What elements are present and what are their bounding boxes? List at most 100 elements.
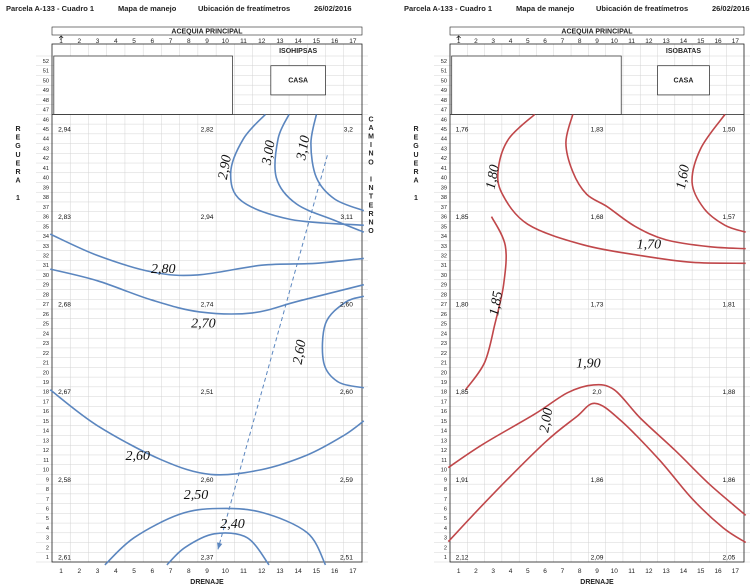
column-number: 10	[611, 38, 619, 45]
row-number: 12	[441, 448, 447, 454]
row-number: 3	[46, 536, 49, 542]
column-number: 9	[595, 568, 599, 575]
column-number: 3	[96, 38, 100, 45]
column-number: 7	[561, 38, 565, 45]
side-letter: I	[370, 176, 372, 183]
row-number: 27	[441, 302, 447, 308]
contour-label: 2,50	[184, 488, 209, 503]
map-frame	[449, 43, 745, 563]
north-arrow-icon	[58, 35, 64, 40]
column-number: 5	[132, 568, 136, 575]
row-number: 15	[43, 419, 49, 425]
freatimeter-value: 2,61	[58, 555, 71, 562]
row-number: 1	[444, 555, 447, 561]
column-number: 1	[59, 568, 63, 575]
row-number: 36	[441, 215, 447, 221]
column-number: 17	[732, 568, 740, 575]
contour-line	[274, 114, 365, 233]
column-number: 6	[150, 568, 154, 575]
column-number: 7	[561, 568, 565, 575]
row-number: 38	[43, 195, 49, 201]
row-number: 24	[43, 331, 49, 337]
row-number: 14	[441, 429, 447, 435]
column-number: 15	[697, 38, 705, 45]
side-letter: A	[368, 125, 373, 132]
blank-area	[53, 55, 233, 115]
house-label: CASA	[288, 77, 308, 84]
side-letter: I	[370, 142, 372, 149]
freatimeter-values: 2,94 2,82 3,2 2,83 2,94 3,11 2,68 2,74 2,60 2,67 2…	[58, 126, 353, 561]
freatimeter-value: 2,51	[340, 555, 353, 562]
freatimeter-value: 2,82	[201, 126, 214, 133]
row-number: 10	[43, 468, 49, 474]
row-number: 47	[43, 108, 49, 114]
column-number: 9	[595, 38, 599, 45]
side-letter: E	[16, 160, 21, 167]
row-number: 25	[43, 322, 49, 328]
row-number: 18	[441, 390, 447, 396]
row-number: 31	[43, 263, 49, 269]
side-letter: R	[15, 169, 20, 176]
row-number: 41	[441, 166, 447, 172]
freatimeter-value: 2,58	[58, 477, 71, 484]
column-number: 10	[222, 568, 230, 575]
side-letter: M	[368, 133, 374, 140]
row-number: 40	[43, 176, 49, 182]
side-letter: E	[414, 160, 419, 167]
row-number: 42	[43, 156, 49, 162]
row-number: 28	[43, 292, 49, 298]
freatimeter-value: 2,51	[201, 389, 214, 396]
row-number: 19	[43, 380, 49, 386]
row-number: 7	[46, 497, 49, 503]
side-letter: E	[16, 135, 21, 142]
row-number: 2	[46, 545, 49, 551]
column-number: 6	[543, 38, 547, 45]
parcel-title: Parcela A-133 - Cuadro 1	[404, 4, 492, 13]
row-number: 37	[43, 205, 49, 211]
column-number: 1	[59, 38, 63, 45]
row-number: 8	[444, 487, 447, 493]
acequia-label: ACEQUIA PRINCIPAL	[171, 29, 243, 36]
freatimeter-value: 2,60	[201, 477, 214, 484]
row-number: 22	[43, 351, 49, 357]
row-numbers: 5251504948474645444342414039383736353433…	[43, 59, 49, 561]
row-number: 46	[43, 117, 49, 123]
freatimeter-value: 1,73	[591, 302, 604, 309]
house-marker: CASA	[657, 65, 710, 96]
map-date: 26/02/2016	[712, 4, 750, 13]
house-icon	[657, 65, 710, 96]
side-letter: N	[368, 151, 373, 158]
contour-label: 1,85	[487, 290, 506, 317]
row-number: 17	[441, 399, 447, 405]
contour-line	[229, 113, 364, 227]
row-number: 28	[441, 292, 447, 298]
column-number: 14	[295, 38, 303, 45]
freatimeter-value: 2,05	[723, 555, 736, 562]
side-letter: 1	[414, 195, 418, 202]
contour-line	[166, 532, 270, 566]
column-number: 6	[543, 568, 547, 575]
freatimeter-value: 3,11	[341, 214, 354, 221]
row-number: 32	[441, 253, 447, 259]
flow-arrow	[217, 155, 328, 550]
row-number: 20	[43, 370, 49, 376]
side-letter: O	[368, 159, 374, 166]
column-number: 2	[78, 568, 82, 575]
column-number: 17	[349, 38, 357, 45]
row-number: 31	[441, 263, 447, 269]
freatimeter-value: 2,60	[340, 302, 353, 309]
column-number: 13	[663, 568, 671, 575]
row-number: 7	[444, 497, 447, 503]
freatimeter-value: 2,37	[201, 555, 214, 562]
row-number: 9	[444, 477, 447, 483]
row-number: 51	[441, 69, 447, 75]
top-band	[51, 26, 363, 36]
freatimeter-value: 1,86	[591, 477, 604, 484]
row-number: 13	[441, 438, 447, 444]
contour-label: 1,60	[674, 164, 693, 191]
map-title: Mapa de manejo	[118, 4, 177, 13]
row-number: 29	[441, 283, 447, 289]
column-number: 3	[96, 568, 100, 575]
